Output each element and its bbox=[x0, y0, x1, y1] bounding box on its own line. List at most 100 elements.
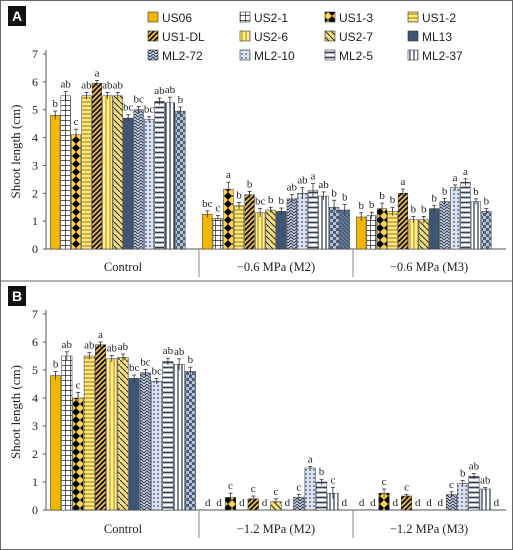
significance-letter: d bbox=[437, 497, 443, 509]
significance-letter: d bbox=[285, 497, 291, 509]
y-tick-label: 7 bbox=[32, 307, 38, 321]
bar bbox=[233, 205, 245, 250]
bar bbox=[81, 95, 92, 250]
bar bbox=[318, 195, 329, 250]
bar bbox=[479, 488, 491, 511]
y-tick-label: 0 bbox=[32, 503, 38, 517]
bar bbox=[164, 102, 175, 250]
significance-letter: d bbox=[494, 497, 500, 509]
significance-letter: c bbox=[296, 482, 301, 494]
bar bbox=[265, 209, 276, 250]
significance-letter: ab bbox=[480, 475, 491, 487]
bar bbox=[418, 219, 429, 250]
legend-label: ML2-72 bbox=[162, 49, 203, 63]
significance-letter: d bbox=[426, 497, 432, 509]
bar bbox=[307, 190, 319, 250]
legend-swatch bbox=[407, 11, 419, 23]
significance-letter: b bbox=[431, 192, 437, 204]
significance-letter: c bbox=[215, 203, 220, 215]
significance-letter: b bbox=[484, 196, 490, 208]
significance-letter: ab bbox=[118, 341, 129, 353]
bar bbox=[72, 397, 84, 511]
significance-letter: b bbox=[369, 199, 375, 211]
bar bbox=[470, 201, 481, 250]
bar bbox=[175, 110, 186, 250]
significance-letter: b bbox=[421, 203, 427, 215]
bar bbox=[304, 467, 316, 511]
significance-letter: ab bbox=[113, 79, 124, 91]
significance-letter: d bbox=[205, 497, 211, 509]
significance-letter: d bbox=[359, 497, 365, 509]
category-label: Control bbox=[104, 260, 143, 274]
significance-letter: c bbox=[76, 379, 81, 391]
significance-letter: c bbox=[274, 486, 279, 498]
significance-letter: c bbox=[449, 479, 454, 491]
bar bbox=[460, 181, 471, 250]
significance-letter: d bbox=[216, 497, 222, 509]
bar bbox=[212, 218, 223, 250]
significance-letter: a bbox=[463, 166, 468, 178]
legend-label: ML13 bbox=[422, 30, 452, 44]
bar bbox=[366, 215, 377, 250]
significance-letter: b bbox=[411, 203, 417, 215]
bar bbox=[144, 119, 155, 250]
legend-label: US1-DL bbox=[162, 30, 205, 44]
bar bbox=[60, 95, 71, 250]
significance-letter: bc bbox=[140, 356, 151, 368]
significance-letter: d bbox=[342, 497, 348, 509]
bar bbox=[202, 213, 213, 250]
y-tick-label: 4 bbox=[32, 391, 38, 405]
category-label: −0.6 MPa (M3) bbox=[390, 260, 468, 274]
bar bbox=[83, 355, 95, 511]
significance-letter: ab bbox=[174, 346, 185, 358]
significance-letter: a bbox=[94, 67, 99, 79]
bar bbox=[457, 483, 469, 511]
significance-letter: bc bbox=[133, 93, 144, 105]
significance-letter: ab bbox=[102, 79, 113, 91]
y-tick-label: 1 bbox=[32, 214, 38, 228]
significance-letter: b bbox=[319, 466, 325, 478]
y-axis-title: Shoot length (cm) bbox=[8, 365, 23, 459]
legend-swatch bbox=[407, 49, 419, 61]
significance-letter: b bbox=[390, 194, 396, 206]
bar bbox=[377, 208, 388, 250]
significance-letter: bc bbox=[123, 102, 134, 114]
bar bbox=[106, 358, 118, 511]
y-tick-label: 7 bbox=[32, 47, 38, 61]
legend-swatch bbox=[407, 30, 419, 42]
bar bbox=[481, 211, 492, 250]
significance-letter: c bbox=[74, 116, 79, 128]
significance-letter: ab bbox=[154, 85, 165, 97]
bar bbox=[439, 201, 450, 250]
bar bbox=[154, 101, 165, 250]
significance-letter: b bbox=[52, 98, 58, 110]
significance-letter: b bbox=[268, 194, 274, 206]
significance-letter: d bbox=[239, 497, 245, 509]
y-tick-label: 6 bbox=[32, 335, 38, 349]
significance-letter: c bbox=[228, 480, 233, 492]
bar bbox=[133, 109, 144, 250]
legend-swatch bbox=[239, 49, 251, 61]
legend-label: US1-2 bbox=[422, 11, 456, 25]
legend-label: ML2-5 bbox=[339, 49, 373, 63]
bar bbox=[91, 83, 102, 250]
bar bbox=[117, 357, 129, 511]
bar bbox=[184, 371, 196, 511]
significance-letter: a bbox=[311, 171, 316, 183]
legend-swatch bbox=[147, 30, 159, 42]
panel-label: A bbox=[12, 8, 22, 24]
y-tick-label: 6 bbox=[32, 75, 38, 89]
significance-letter: c bbox=[382, 476, 387, 488]
significance-letter: b bbox=[178, 94, 184, 106]
category-label: Control bbox=[104, 522, 143, 536]
legend-swatch bbox=[324, 49, 336, 61]
significance-letter: bc bbox=[144, 104, 155, 116]
legend-label: ML2-37 bbox=[422, 49, 463, 63]
bar bbox=[297, 193, 308, 250]
bar bbox=[468, 476, 480, 511]
significance-letter: ab bbox=[287, 182, 298, 194]
significance-letter: a bbox=[400, 176, 405, 188]
significance-letter: c bbox=[330, 475, 335, 487]
legend-swatch bbox=[324, 11, 336, 23]
